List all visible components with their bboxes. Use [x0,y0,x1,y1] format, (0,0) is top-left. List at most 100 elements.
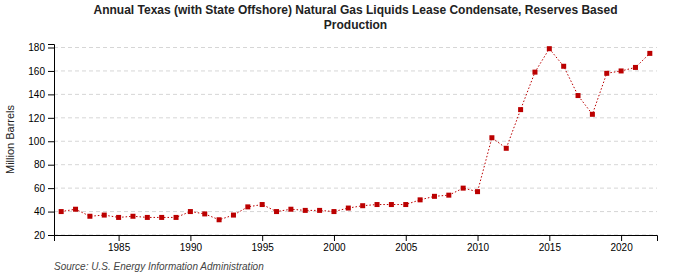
marker [576,93,581,98]
x-tick-label: 1990 [180,242,203,253]
x-tick-label: 2015 [539,242,562,253]
y-tick: 140 [28,89,54,100]
marker [604,71,609,76]
y-tick-label: 80 [34,159,46,170]
x-tick-mark [262,235,263,241]
marker [87,214,92,219]
y-tick-mark [48,235,54,236]
x-tick-mark [478,235,479,241]
marker [504,146,509,151]
y-tick: 180 [28,42,54,53]
x-tick-mark [549,235,550,241]
title-line: Production [324,18,387,32]
marker [489,135,494,140]
marker [346,206,351,211]
connector-line [61,49,650,220]
y-tick-mark [48,118,54,119]
marker [145,215,150,220]
x-axis-line [55,236,658,242]
y-tick: 20 [34,230,54,241]
marker [274,209,279,214]
marker [446,193,451,198]
marker [647,51,652,56]
marker [130,214,135,219]
marker [245,204,250,209]
x-tick-label: 2000 [323,242,346,253]
x-tick-mark [334,235,335,241]
y-tick-mark [48,141,54,142]
x-tick: 2000 [323,235,346,253]
title: Annual Texas (with State Offshore) Natur… [94,3,618,32]
y-axis-title: Million Barrels [4,104,16,174]
marks [59,46,653,222]
x-tick-mark [406,235,407,241]
marker [518,107,523,112]
x-axis: 1985 1990 1995 2000 2005 2010 2015 2020 [55,235,658,253]
grid-line [54,211,657,212]
y-tick-label: 140 [28,89,45,100]
y-tick-label: 40 [34,206,46,217]
marker [188,209,193,214]
y-tick-label: 20 [34,230,46,241]
marker [202,211,207,216]
marker [59,209,64,214]
x-tick: 2010 [467,235,490,253]
x-tick: 1995 [252,235,275,253]
marker [174,215,179,220]
marker [73,207,78,212]
marker [317,208,322,213]
y-tick-mark [48,165,54,166]
y-tick-label: 160 [28,66,45,77]
marker [217,217,222,222]
x-tick: 1985 [108,235,131,253]
chart: 1985199019952000200520102015202020406080… [0,0,675,275]
marker [116,215,121,220]
marker [475,189,480,194]
marker [303,208,308,213]
grid-line [54,47,657,48]
y-tick-mark [48,48,54,49]
y-tick: 160 [28,66,54,77]
marker [418,197,423,202]
grid-line [54,94,657,95]
x-tick-label: 1995 [252,242,275,253]
marker [360,203,365,208]
x-tick: 2005 [395,235,418,253]
grid-line [54,164,657,165]
y-tick-mark [48,212,54,213]
x-tick-label: 2005 [395,242,418,253]
grid [54,48,657,235]
marker [231,213,236,218]
marker [260,202,265,207]
y-tick-label: 100 [28,136,45,147]
y-tick: 60 [34,183,54,194]
marker [461,186,466,191]
x-tick: 1990 [180,235,203,253]
source-note: Source: U.S. Energy Information Administ… [54,261,264,272]
marker [547,46,552,51]
y-tick-label: 60 [34,183,46,194]
y-axis: 20 40 60 80 100 120 140 160 180 [28,42,54,240]
y-tick: 80 [34,159,54,170]
chart-container: 1985199019952000200520102015202020406080… [0,0,675,275]
x-tick: 2015 [539,235,562,253]
marker [375,202,380,207]
x-tick-label: 2010 [467,242,490,253]
y-tick-label: 180 [28,42,45,53]
marker [532,70,537,75]
x-tick-label: 1985 [108,242,131,253]
grid-line [54,141,657,142]
x-tick-mark [190,235,191,241]
y-tick: 120 [28,113,54,124]
marker [331,209,336,214]
y-tick: 40 [34,206,54,217]
marker [389,202,394,207]
x-tick: 2020 [610,235,633,253]
marker [432,194,437,199]
x-tick-mark [119,235,120,241]
y-axis-line [48,45,55,236]
grid-line [54,188,657,189]
x-tick-mark [621,235,622,241]
y-tick-mark [48,71,54,72]
marker [159,215,164,220]
